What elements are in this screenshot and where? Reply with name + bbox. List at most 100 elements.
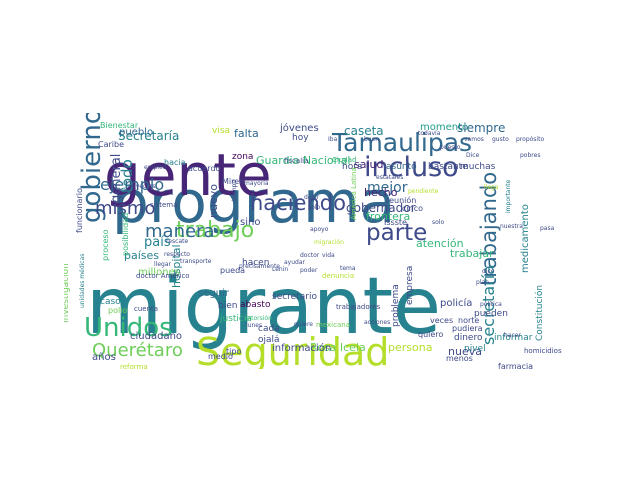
word-empleo: empleo: [144, 164, 167, 171]
word-fiscalia: fiscalía: [284, 157, 308, 165]
word-hoy: hoy: [292, 133, 309, 143]
word-posibilidad: posibilidad: [121, 213, 130, 256]
word-cinco: cinco: [402, 204, 423, 213]
word-zona: zona: [232, 152, 253, 162]
word-america-latina: América Latina: [350, 167, 358, 220]
word-vida: vida: [322, 252, 335, 259]
word-pendiente: pendiente: [408, 188, 439, 195]
word-llega: llega: [484, 184, 499, 191]
word-casos: casos: [100, 297, 126, 307]
word-rescate: rescate: [166, 238, 188, 245]
word-puesto: puesto: [440, 144, 461, 151]
word-hospital: hospital: [170, 244, 183, 288]
word-pasa: pasa: [540, 225, 555, 232]
word-mexicana: mexicana: [316, 321, 350, 329]
word-gusto: gusto: [492, 136, 509, 143]
word-manera: manera: [145, 221, 214, 242]
word-transporte: transporte: [180, 258, 212, 265]
word-gobierno: gobierno: [77, 113, 107, 223]
word-guardia-nacional: Guardia Nacional: [256, 154, 350, 167]
word-momento: momento: [420, 122, 468, 133]
word-pobres: pobres: [520, 152, 540, 159]
word-ojala: ojalá: [258, 335, 280, 345]
word-policia: policía: [440, 297, 472, 309]
word-miren: Miren: [222, 177, 244, 186]
word-unidos: Unidos: [84, 313, 173, 343]
word-medio: medio: [208, 352, 233, 361]
word-unidades-medicas: unidades médicas: [79, 254, 86, 308]
word-secretario: secretario: [272, 292, 317, 302]
word-reunion: reunión: [386, 195, 416, 205]
word-bienestar: Bienestar: [100, 121, 139, 130]
word-rosa-icela: Rosa Icela: [310, 341, 366, 354]
word-quiere: quiere: [294, 321, 313, 328]
word-trabajando: trabajando: [477, 172, 501, 286]
word-migrante: migrante: [86, 262, 441, 352]
word-trabajo: trabajo: [176, 218, 254, 243]
word-acuerdo: acuerdo: [188, 164, 221, 173]
word-programa: programa: [112, 168, 395, 236]
word-todo: todo: [118, 159, 136, 193]
word-hacen: hacen: [242, 258, 269, 268]
word-cloud: migrante programa gente Seguridad Tamaulipas…: [64, 113, 576, 369]
word-secretaria: Secretaría: [118, 129, 179, 143]
word-informacion: información: [272, 342, 331, 354]
word-anos: años: [92, 352, 116, 363]
word-proceso: proceso: [101, 229, 110, 261]
word-pueda: pueda: [220, 266, 245, 275]
word-ciudad: Ciudad: [332, 156, 356, 164]
word-nuestra: nuestra: [500, 223, 523, 230]
word-medicamento: medicamento: [520, 204, 531, 273]
word-lenin: Lenin: [272, 266, 288, 273]
word-poder: poder: [300, 267, 318, 274]
word-falta: falta: [234, 127, 259, 140]
word-investigacion: Investigación: [64, 263, 71, 323]
word-acciones: acciones: [364, 319, 390, 326]
word-atencion: atención: [416, 237, 464, 250]
word-seguridad: Seguridad: [196, 330, 389, 369]
word-abasto: abasto: [240, 300, 271, 310]
word-mejor: mejor: [367, 180, 408, 196]
word-norte: norte: [458, 316, 479, 325]
word-doctor-americo: doctor Américo: [136, 272, 190, 280]
word-lunes: lunes: [246, 322, 262, 329]
word-denuncia: denuncia: [322, 272, 354, 280]
word-vamos: vamos: [464, 136, 484, 143]
word-salud: salud: [354, 158, 383, 171]
word-solo: solo: [432, 219, 444, 226]
word-funcionario: funcionario: [75, 188, 84, 233]
word-dice: dice: [482, 268, 495, 275]
word-tipo: tipo: [226, 347, 241, 356]
word-informar: informar: [494, 333, 533, 343]
word-tamaulipas: Tamaulipas: [331, 128, 472, 157]
word-sistema: sistema: [150, 201, 177, 209]
word-bastante: bastante: [428, 162, 468, 172]
word-hacia: hacia: [164, 158, 186, 167]
word-mismo: mismo: [95, 198, 155, 219]
word-importante: importante: [505, 179, 512, 213]
word-tiempo: tiempo: [231, 180, 238, 201]
word-seguir: seguir: [198, 288, 230, 299]
word-todavia: todavía: [418, 130, 441, 137]
word-quiero: quiero: [418, 330, 443, 339]
word-solo: sólo: [308, 204, 320, 211]
word-jovenes: jóvenes: [279, 122, 319, 134]
word-paises: países: [124, 249, 159, 262]
word-bien: bien: [218, 301, 237, 311]
word-menos: menos: [446, 354, 473, 363]
word-proposito: propósito: [516, 136, 544, 143]
word-incluso: incluso: [364, 152, 459, 183]
word-ejemplo: ejemplo: [100, 175, 164, 194]
word-extorsion: extorsión: [244, 315, 272, 322]
word-dejar: dejar: [304, 194, 320, 201]
word-farmacia: farmacia: [498, 362, 533, 369]
word-nueva: nueva: [448, 345, 482, 358]
word-polio: polio: [108, 306, 127, 315]
word-reforma: reforma: [120, 363, 148, 369]
word-trabajadores: trabajadores: [336, 303, 381, 311]
word-constitucion: Constitución: [534, 285, 545, 341]
word-justicia: justicia: [219, 314, 252, 324]
word-iba: Iba: [328, 136, 338, 143]
word-muchas: muchas: [460, 162, 496, 172]
word-proyectos: proyectos: [126, 183, 156, 190]
